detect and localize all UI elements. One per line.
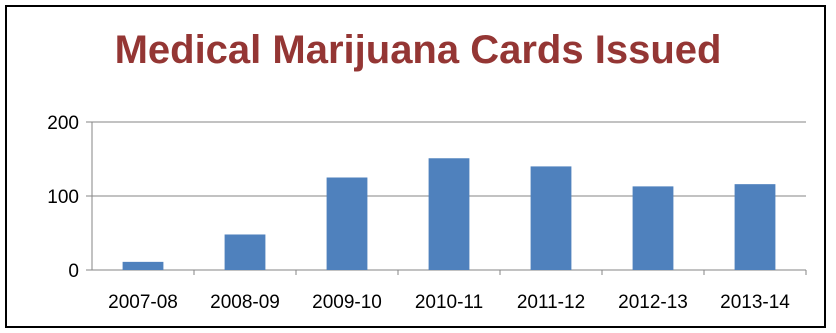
x-tick-label: 2013-14: [720, 292, 790, 313]
y-tick-label: 0: [68, 261, 79, 282]
x-tick-label: 2012-13: [618, 292, 688, 313]
y-tick-label: 200: [47, 113, 79, 134]
bar-2007-08: [122, 261, 164, 270]
x-tick-label: 2010-11: [415, 292, 483, 313]
x-tick-label: 2009-10: [312, 292, 382, 313]
chart-frame: [5, 5, 826, 328]
bar-2009-10: [326, 177, 368, 270]
x-tick-labels: 2007-08 2008-09 2009-10 2010-11 2011-12 2012-…: [108, 292, 790, 313]
x-tick-label: 2007-08: [108, 292, 178, 313]
bars: [122, 158, 776, 270]
bar-2011-12: [530, 166, 572, 270]
y-tick-labels: 0 100 200: [47, 113, 79, 282]
bar-2012-13: [632, 186, 674, 270]
y-tick-label: 100: [47, 187, 79, 208]
chart-title: Medical Marijuana Cards Issued: [114, 28, 722, 72]
x-tick-label: 2008-09: [210, 292, 280, 313]
bar-2010-11: [428, 158, 470, 270]
x-tick-label: 2011-12: [517, 292, 585, 313]
bar-2008-09: [224, 234, 266, 270]
bar-2013-14: [734, 184, 776, 270]
